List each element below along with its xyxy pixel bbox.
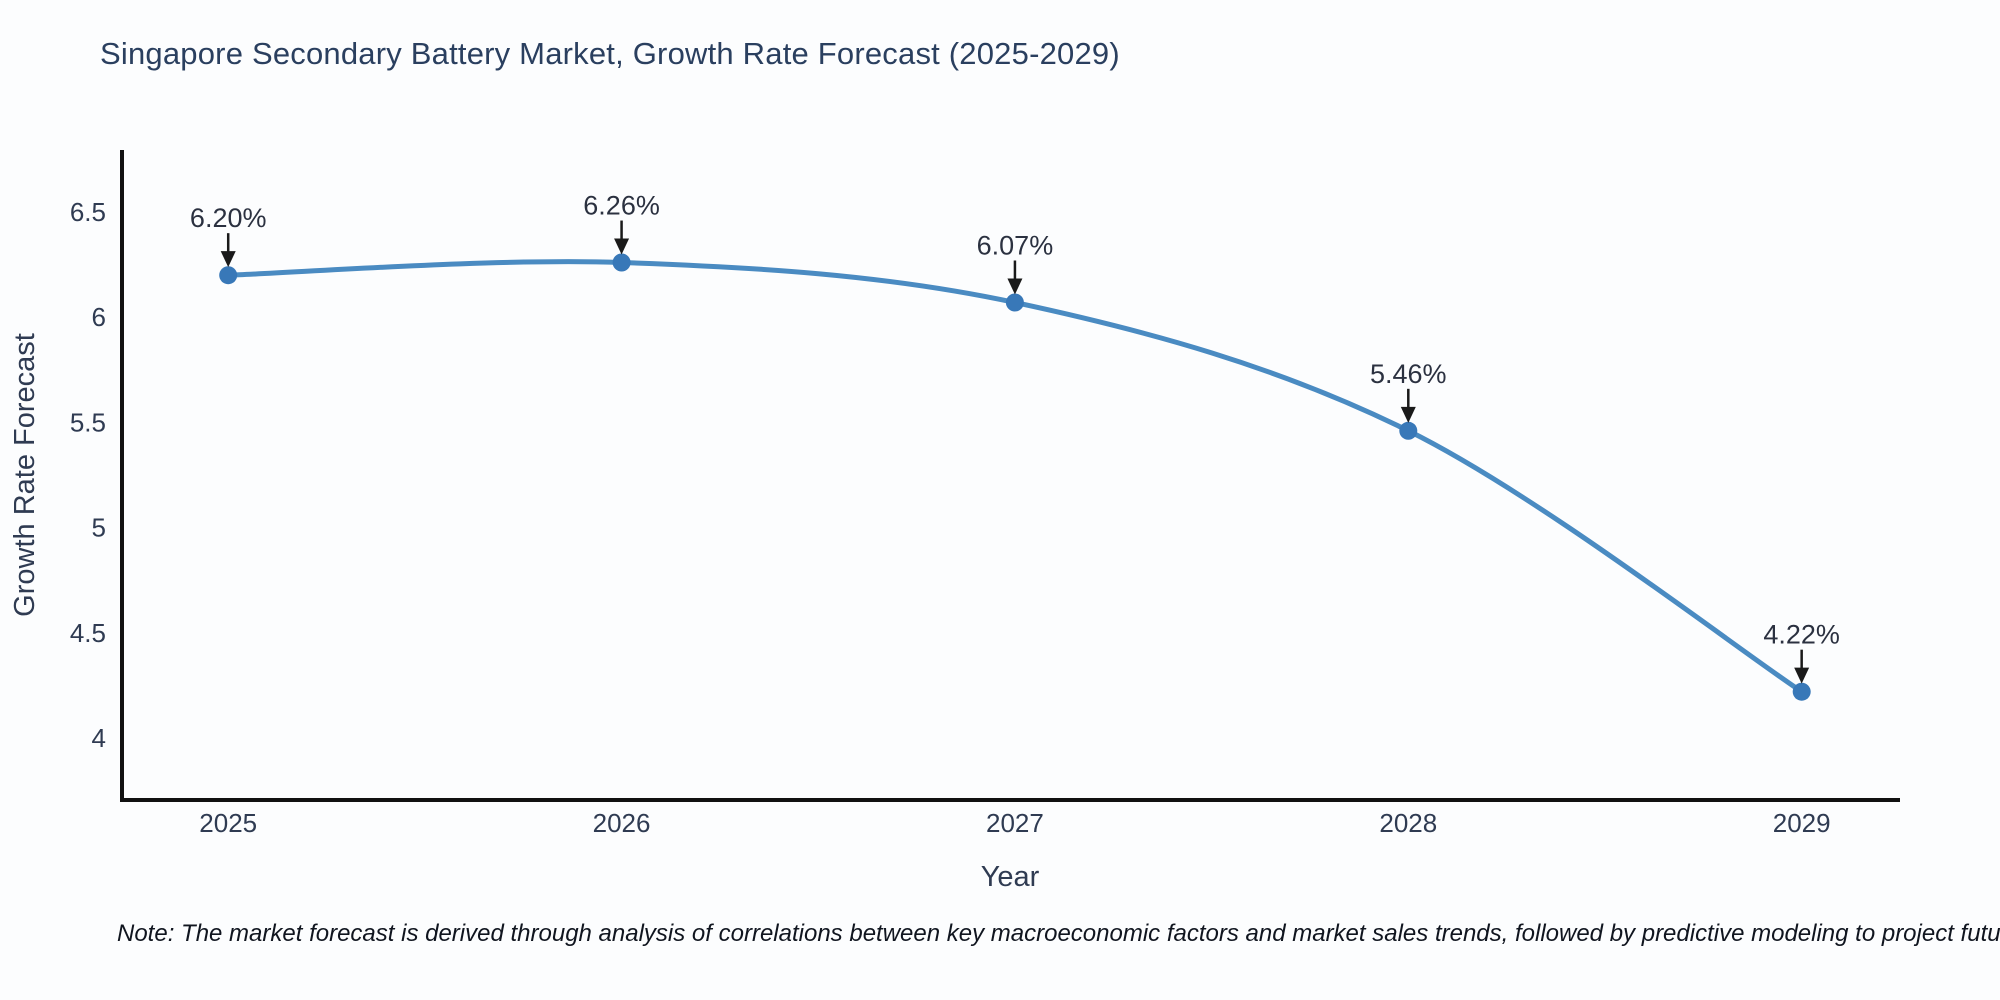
chart-title: Singapore Secondary Battery Market, Grow… bbox=[100, 36, 1120, 71]
x-tick-label-2027: 2027 bbox=[986, 808, 1044, 838]
trend-line bbox=[225, 259, 1805, 695]
annotation-arrowhead-icon-2026 bbox=[614, 238, 630, 255]
data-point-2025[interactable] bbox=[219, 266, 238, 285]
chart-footnote: Note: The market forecast is derived thr… bbox=[117, 920, 2000, 947]
annotation-arrowhead-icon-2025 bbox=[220, 251, 236, 268]
y-axis-title: Growth Rate Forecast bbox=[9, 333, 41, 617]
y-tick-label-4.5: 4.5 bbox=[70, 618, 106, 648]
annotation-label-2027: 6.07% bbox=[977, 231, 1054, 261]
x-tick-label-2026: 2026 bbox=[593, 808, 651, 838]
x-axis-title: Year bbox=[981, 861, 1040, 893]
y-tick-label-5.5: 5.5 bbox=[70, 407, 106, 437]
annotation-arrowhead-icon-2027 bbox=[1007, 278, 1023, 295]
data-point-2029[interactable] bbox=[1792, 682, 1811, 701]
y-tick-label-4: 4 bbox=[92, 723, 106, 753]
annotation-arrowhead-icon-2028 bbox=[1400, 406, 1416, 423]
annotation-label-2028: 5.46% bbox=[1370, 359, 1447, 389]
x-tick-label-2029: 2029 bbox=[1773, 808, 1831, 838]
axis-spine bbox=[120, 150, 1900, 802]
annotation-label-2025: 6.20% bbox=[190, 203, 267, 233]
x-tick-label-2025: 2025 bbox=[199, 808, 257, 838]
annotation-label-2026: 6.26% bbox=[583, 191, 660, 221]
data-point-2028[interactable] bbox=[1399, 421, 1418, 440]
data-point-2026[interactable] bbox=[612, 253, 631, 272]
annotation-arrowhead-icon-2029 bbox=[1794, 667, 1810, 684]
y-tick-label-6: 6 bbox=[92, 302, 106, 332]
data-point-2027[interactable] bbox=[1005, 293, 1024, 312]
y-tick-label-5: 5 bbox=[92, 513, 106, 543]
annotation-label-2029: 4.22% bbox=[1763, 620, 1840, 650]
y-tick-label-6.5: 6.5 bbox=[70, 197, 106, 227]
x-tick-label-2028: 2028 bbox=[1379, 808, 1437, 838]
